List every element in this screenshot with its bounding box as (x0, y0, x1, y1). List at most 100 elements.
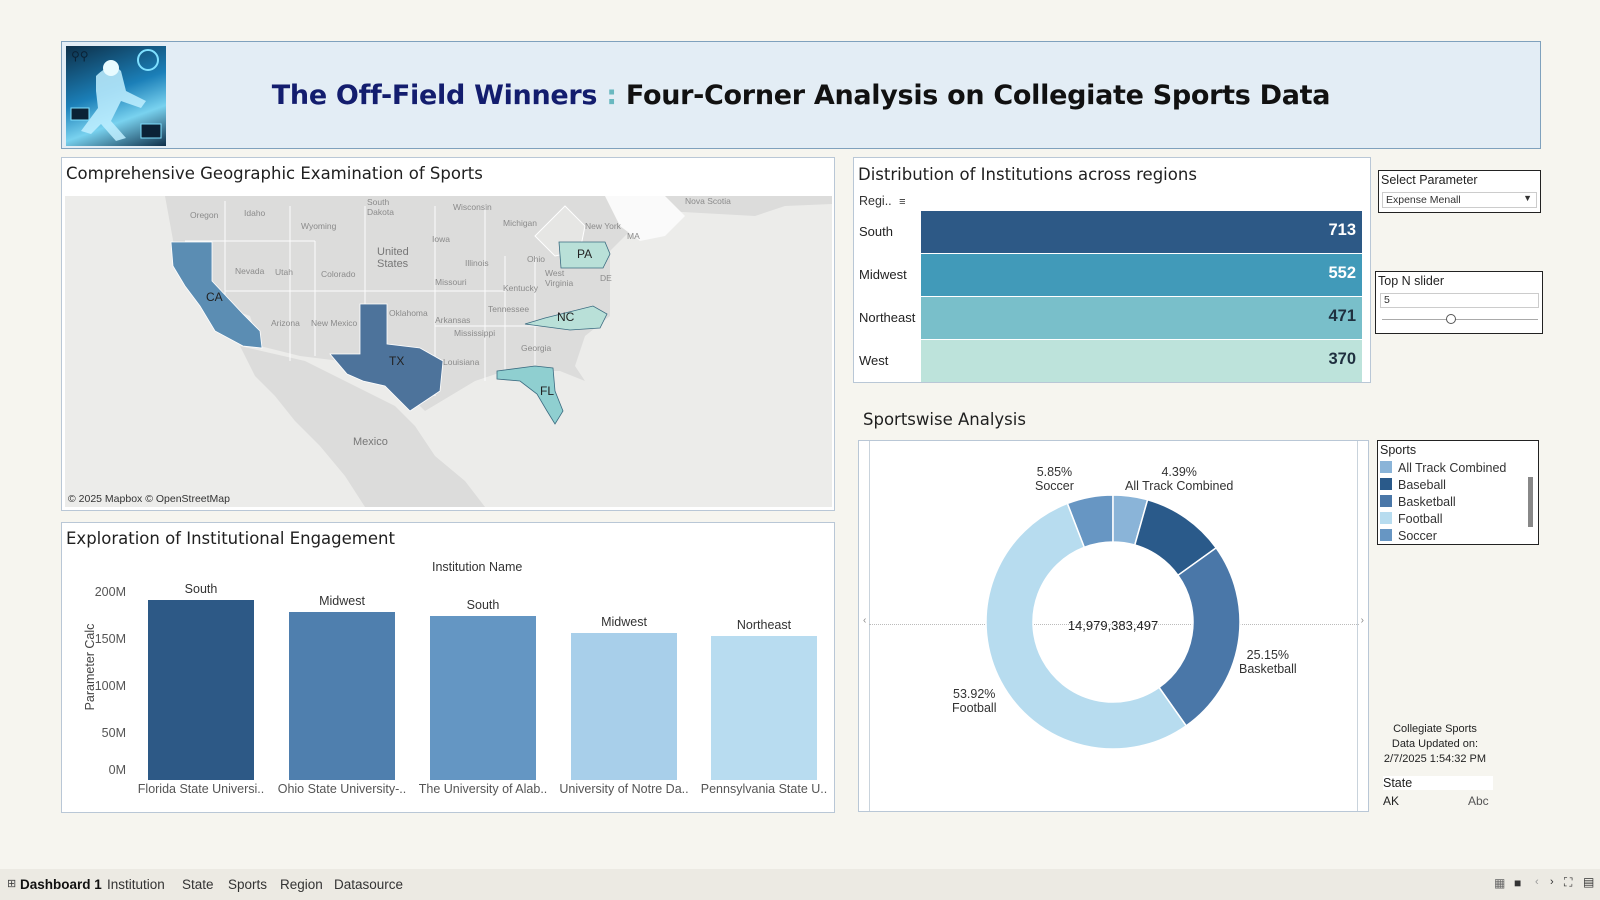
state-label-pa: PA (577, 247, 593, 261)
map-label: Arkansas (435, 315, 471, 325)
y-tick: 100M (94, 679, 126, 693)
grid-view-icon[interactable]: ▦ (1494, 876, 1506, 890)
tab-sports[interactable]: Sports (228, 877, 268, 892)
scroll-left-arrow[interactable]: ‹ (863, 615, 867, 626)
legend-swatch (1380, 495, 1392, 507)
donut-label-soccer: 5.85% Soccer (1035, 465, 1074, 493)
x-tick-label: University of Notre Da.. (559, 782, 689, 796)
filmstrip-icon[interactable]: ■ (1514, 876, 1522, 890)
region-row[interactable]: Northeast 471 (854, 297, 1364, 339)
prev-icon[interactable]: ‹ (1535, 876, 1539, 888)
map-label: Mexico (353, 436, 388, 448)
map-label: Illinois (465, 258, 489, 268)
present-icon[interactable]: ▤ (1583, 875, 1595, 889)
region-bar[interactable]: 713 (921, 211, 1362, 253)
donut-slice[interactable] (985, 502, 1188, 750)
top-n-value: 5 (1384, 294, 1390, 306)
legend-swatch (1380, 478, 1392, 490)
us-map[interactable]: Oregon Idaho Wyoming South Dakota Wiscons… (65, 196, 832, 507)
sports-donut[interactable] (983, 492, 1243, 752)
institution-bar[interactable] (148, 600, 254, 780)
y-tick: 50M (101, 726, 126, 740)
region-column-header[interactable]: Regi.. ≡ (859, 194, 906, 208)
tab-region[interactable]: Region (280, 877, 323, 892)
legend-scrollbar[interactable] (1528, 477, 1533, 527)
map-label: United States (377, 246, 409, 270)
donut-slice[interactable] (1158, 546, 1241, 727)
top-n-input[interactable]: 5 (1380, 293, 1539, 308)
fullscreen-icon[interactable]: ⛶ (1564, 875, 1573, 889)
map-title: Comprehensive Geographic Examination of … (66, 164, 483, 183)
map-label: Louisiana (443, 357, 480, 367)
panel-divider (869, 441, 870, 811)
legend-item[interactable]: Soccer (1380, 529, 1437, 544)
top-n-label: Top N slider (1378, 274, 1444, 288)
state-label-tx: TX (389, 354, 405, 368)
state-label-ca: CA (206, 290, 223, 304)
donut-label-basketball: 25.15% Basketball (1239, 648, 1297, 676)
parameter-dropdown[interactable]: Expense Menall ▼ (1382, 192, 1537, 208)
region-row[interactable]: West 370 (854, 340, 1364, 382)
state-header: State (1383, 776, 1493, 790)
region-bar[interactable]: 471 (921, 297, 1362, 339)
update-note: Collegiate Sports Data Updated on: 2/7/2… (1375, 722, 1495, 767)
x-tick-label: The University of Alab.. (418, 782, 548, 796)
next-icon[interactable]: › (1550, 876, 1554, 888)
donut-center-total: 14,979,383,497 (1067, 618, 1159, 633)
legend-item[interactable]: Football (1380, 512, 1442, 528)
legend-swatch (1380, 512, 1392, 524)
map-label: MA (627, 231, 640, 241)
institution-bar[interactable] (571, 632, 677, 780)
map-label: Oklahoma (389, 308, 428, 318)
institution-bar[interactable] (430, 615, 536, 780)
institution-bar[interactable] (289, 611, 395, 780)
sports-panel: ‹ › 14,979,383,497 5.85% Soccer 4.39% All … (858, 440, 1369, 812)
top-n-slider-track[interactable] (1382, 319, 1538, 320)
legend-title: Sports (1380, 443, 1417, 457)
map-label: Missouri (435, 277, 467, 287)
map-label: Tennessee (488, 304, 530, 314)
state-row-value: Abc (1468, 794, 1489, 808)
x-tick-label: Pennsylvania State U.. (700, 782, 828, 796)
legend-item[interactable]: Basketball (1380, 495, 1456, 511)
region-bar[interactable]: 370 (921, 340, 1362, 382)
state-table: State AK Abc (1378, 774, 1512, 810)
update-note-line1: Collegiate Sports (1393, 723, 1477, 735)
legend-item[interactable]: Baseball (1380, 478, 1446, 494)
sheet-tab-bar: ⊞ Dashboard 1 Institution State Sports R… (0, 869, 1600, 900)
tab-institution[interactable]: Institution (107, 877, 165, 892)
title-part-1: The Off-Field Winners (271, 80, 598, 111)
state-label-fl: FL (540, 384, 555, 398)
scroll-right-arrow[interactable]: › (1360, 615, 1364, 626)
athlete-logo-icon: ⚲⚲ (66, 46, 166, 146)
tab-datasource[interactable]: Datasource (334, 877, 404, 892)
update-note-line2: Data Updated on: (1391, 738, 1479, 750)
region-row[interactable]: South 713 (854, 211, 1364, 253)
top-n-control: Top N slider 5 (1375, 271, 1543, 334)
dashboard-grid-icon: ⊞ (7, 878, 17, 890)
region-value: 552 (1328, 264, 1356, 282)
top-n-slider-handle[interactable] (1446, 314, 1456, 324)
institution-bar[interactable] (711, 636, 817, 780)
state-label-nc: NC (557, 310, 575, 324)
title-part-2: Four-Corner Analysis on Collegiate Sport… (625, 80, 1331, 111)
sort-icon[interactable]: ≡ (899, 196, 906, 208)
region-bar[interactable]: 552 (921, 254, 1362, 296)
region-row[interactable]: Midwest 552 (854, 254, 1364, 296)
map-label: Kentucky (503, 283, 538, 293)
state-pa (558, 241, 611, 269)
tab-state[interactable]: State (182, 877, 214, 892)
legend-swatch (1380, 461, 1392, 473)
update-note-line3: 2/7/2025 1:54:32 PM (1383, 753, 1487, 765)
tab-dashboard-1[interactable]: Dashboard 1 (20, 877, 102, 892)
y-tick: 0M (108, 763, 126, 777)
map-label: DE (600, 273, 612, 283)
map-label: New Mexico (311, 318, 358, 328)
region-bars: South 713 Midwest 552 Northeast 471 West… (854, 211, 1372, 383)
chevron-down-icon[interactable]: ▼ (1523, 193, 1532, 203)
region-chart-title: Distribution of Institutions across regi… (858, 165, 1197, 184)
map-label: Georgia (521, 343, 552, 353)
map-label: New York (585, 221, 621, 231)
legend-item[interactable]: All Track Combined (1380, 461, 1506, 477)
state-row[interactable]: AK Abc (1378, 793, 1512, 809)
